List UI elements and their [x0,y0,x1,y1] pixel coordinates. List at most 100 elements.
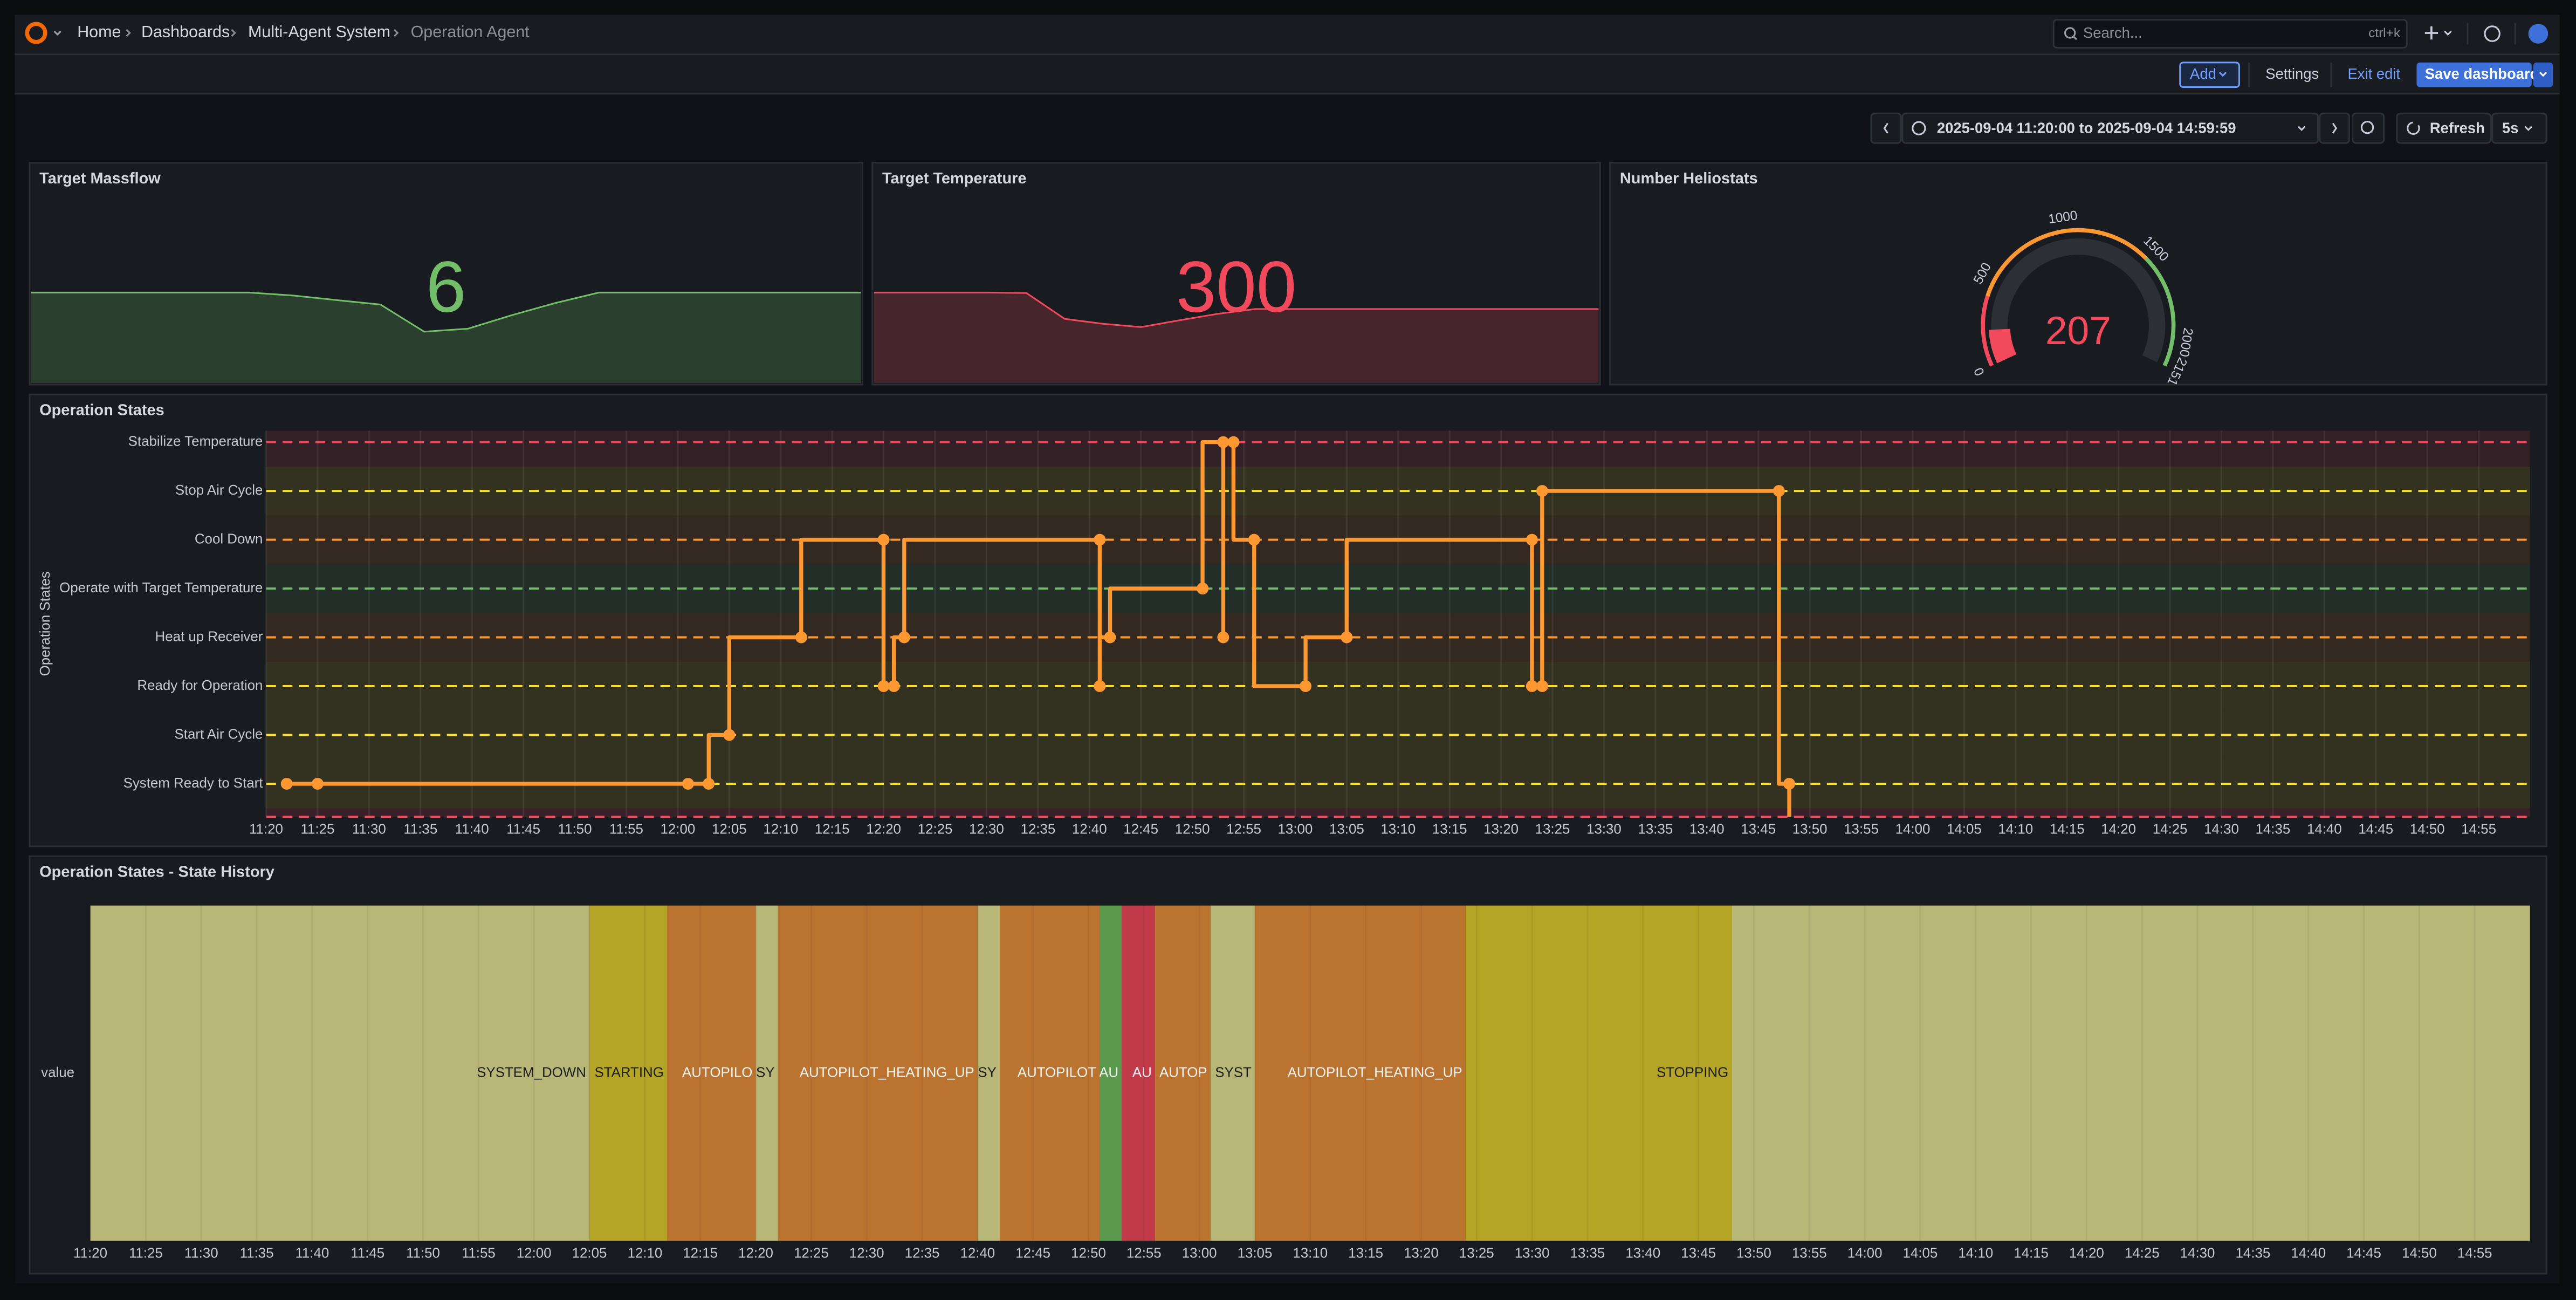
x-tick-label: 13:35 [1570,1246,1605,1261]
x-tick-label: 12:10 [627,1246,662,1261]
panel-title: Number Heliostats [1620,170,1758,187]
x-tick-label: 13:45 [1741,822,1776,837]
exit-edit-button[interactable]: Exit edit [2348,65,2401,82]
x-tick-label: 14:45 [2358,822,2393,837]
x-tick-label: 13:20 [1483,822,1519,837]
x-tick-label: 13:00 [1278,822,1313,837]
x-tick-label: 13:00 [1182,1246,1217,1261]
row-label: value [41,1065,74,1080]
stat-value: 6 [426,247,466,327]
state-label: AU [1099,1065,1118,1080]
breadcrumb-separator [126,29,131,37]
state-segment [1254,905,1466,1241]
x-tick-label: 12:20 [738,1246,773,1261]
time-range-picker[interactable] [1901,112,2319,144]
x-tick-label: 12:55 [1226,822,1261,837]
x-tick-label: 13:35 [1638,822,1673,837]
breadcrumb[interactable]: Dashboards [141,23,230,41]
chevron-icon [2444,30,2452,36]
new-menu[interactable] [2424,26,2452,40]
x-tick-label: 13:10 [1293,1246,1328,1261]
x-tick-label: 12:25 [794,1246,829,1261]
data-point [898,631,910,644]
panel [29,162,863,386]
x-tick-label: 13:20 [1404,1246,1439,1261]
threshold-band [266,661,2530,711]
search-box[interactable]: Search... ctrl+k [2052,19,2408,49]
state-segment [1122,905,1155,1241]
x-tick-label: 14:55 [2457,1246,2492,1261]
settings-button[interactable]: Settings [2265,65,2319,82]
x-tick-label: 14:05 [1903,1246,1938,1261]
search-field[interactable] [2052,19,2408,49]
x-tick-label: 13:15 [1432,822,1467,837]
x-tick-label: 11:50 [558,822,592,837]
time-back-button[interactable] [1870,112,1902,144]
breadcrumb[interactable]: Home [77,23,121,41]
y-tick-label: Cool Down [195,531,263,546]
zoom-icon [2360,121,2374,134]
gauge-track [1991,238,2166,362]
x-tick-label: 14:40 [2291,1246,2326,1261]
help-icon[interactable] [2484,25,2501,42]
y-axis-title: Operation States [38,571,53,676]
add-button-frame[interactable] [2179,61,2240,88]
data-point [1217,436,1229,448]
threshold-band [266,564,2530,613]
sparkline-area [31,292,861,383]
x-tick-label: 13:40 [1689,822,1725,837]
add-button[interactable]: Add [2179,61,2240,88]
data-point [280,778,293,790]
x-tick-label: 12:35 [905,1246,940,1261]
state-label: SY [978,1065,997,1080]
zoom-out-button[interactable] [2352,112,2385,144]
x-tick-label: 13:50 [1792,822,1828,837]
x-tick-label: 14:50 [2410,822,2445,837]
x-tick-label: 12:50 [1071,1246,1106,1261]
data-point [1094,680,1106,692]
chevron-icon [2524,126,2532,131]
refresh-button[interactable] [2396,112,2492,144]
gauge-value [1989,329,2017,364]
state-segment [90,905,590,1241]
data-point [795,631,807,644]
chevron-icon [2298,126,2306,131]
chevron-icon [2332,122,2338,134]
state-segment [1210,905,1255,1241]
state-segment [778,905,978,1241]
x-tick-label: 11:45 [351,1246,384,1261]
save-button-frame[interactable] [2416,62,2532,87]
data-point [1300,680,1311,692]
state-segment [1100,905,1122,1241]
data-point [1341,631,1353,644]
refresh-interval-label: 5s [2502,119,2518,136]
plus-icon [2424,26,2438,40]
panel [871,162,1601,386]
state-segment [1465,905,1732,1241]
x-tick-label: 13:30 [1586,822,1622,837]
data-point [1227,436,1240,448]
x-tick-label: 13:55 [1792,1246,1827,1261]
state-label: STARTING [594,1065,663,1080]
save-button[interactable]: Save dashboard [2416,62,2553,87]
x-tick-label: 11:20 [73,1246,107,1261]
x-tick-label: 13:40 [1625,1246,1660,1261]
x-tick-label: 14:50 [2402,1246,2437,1261]
user-avatar[interactable] [2528,24,2548,44]
refresh-interval[interactable] [2491,112,2547,144]
x-tick-label: 13:15 [1348,1246,1383,1261]
x-tick-label: 14:20 [2101,822,2136,837]
x-tick-label: 11:25 [129,1246,163,1261]
x-tick-label: 12:30 [849,1246,884,1261]
data-point [1526,533,1538,546]
x-tick-label: 14:15 [2014,1246,2049,1261]
logo[interactable] [25,22,61,44]
x-tick-label: 12:00 [661,822,696,837]
search-placeholder: Search... [2083,24,2142,41]
x-tick-label: 11:55 [462,1246,496,1261]
time-forward-button[interactable] [2319,112,2351,144]
breadcrumb[interactable]: Multi-Agent System [248,23,390,41]
x-tick-label: 11:45 [506,822,540,837]
y-tick-label: Ready for Operation [137,678,263,693]
panel-title: Operation States - State History [39,863,274,880]
